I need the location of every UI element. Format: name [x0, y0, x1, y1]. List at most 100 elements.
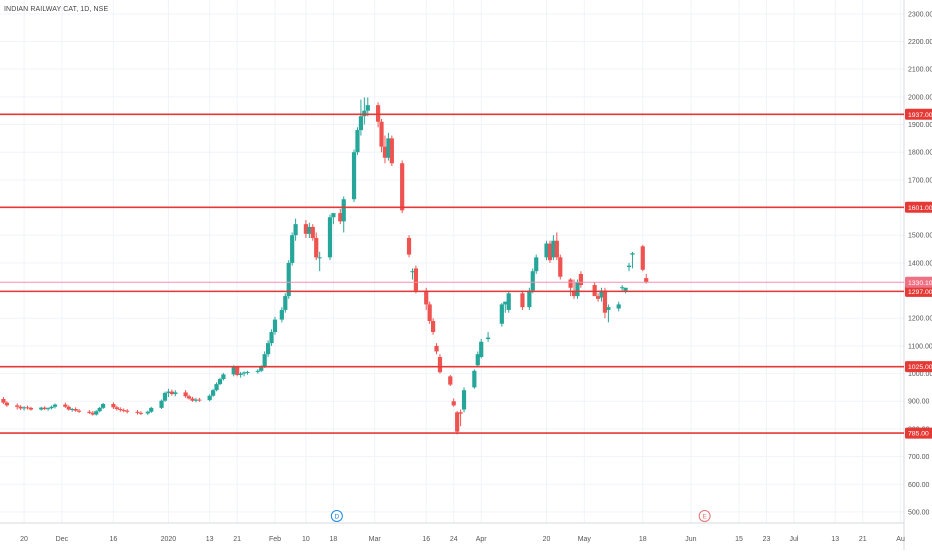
y-tick-label: 600.00: [908, 482, 930, 489]
candle-up: [241, 372, 247, 374]
candle-down: [135, 411, 140, 413]
candle-down: [66, 406, 71, 410]
candle-up: [355, 130, 360, 153]
level-price-label-bg: [905, 108, 932, 120]
candle-down: [183, 392, 188, 397]
x-tick-label: 18: [330, 536, 338, 543]
candle-up: [266, 343, 271, 355]
candle-up: [327, 217, 333, 258]
candle-up: [506, 293, 511, 310]
y-tick-label: 2100.00: [908, 67, 932, 74]
candle-up: [307, 226, 312, 234]
candle-down: [76, 410, 82, 412]
y-tick-label: 900.00: [908, 399, 930, 406]
candle-down: [602, 290, 608, 313]
candle-down: [63, 404, 68, 407]
candle-up: [159, 400, 164, 408]
candle-down: [520, 293, 525, 308]
candle-up: [259, 366, 264, 371]
y-tick-label: 700.00: [908, 454, 930, 461]
candle-down: [87, 411, 92, 413]
candle-up: [527, 290, 532, 308]
level-price-label-bg: [905, 427, 932, 439]
candle-up: [365, 105, 370, 111]
y-tick-label: 2300.00: [908, 11, 932, 18]
candle-up: [238, 373, 243, 375]
candle-up: [472, 370, 477, 388]
candle-down: [455, 412, 460, 432]
level-price-label: 1025.00: [908, 364, 932, 371]
candle-down: [25, 407, 30, 409]
y-tick-label: 1700.00: [908, 177, 932, 184]
candle-down: [382, 146, 388, 158]
x-tick-label: Jun: [685, 536, 696, 543]
candle-down: [424, 290, 429, 305]
candle-down: [118, 408, 123, 411]
earnings-event-marker: [698, 510, 711, 522]
y-tick-label: 2000.00: [908, 94, 932, 101]
candle-down: [458, 412, 463, 414]
candle-up: [255, 370, 260, 372]
candle-up: [272, 319, 278, 333]
candle-up: [626, 265, 632, 268]
candle-up: [49, 406, 54, 409]
candle-up: [341, 199, 346, 222]
y-tick-label: 1200.00: [908, 316, 932, 323]
x-tick-label: Jul: [790, 536, 799, 543]
candle-down: [1, 399, 6, 403]
candle-down: [190, 398, 195, 401]
candle-down: [235, 367, 240, 375]
candle-down: [554, 240, 559, 258]
candle-down: [451, 401, 456, 406]
candle-up: [485, 337, 491, 339]
candle-down: [310, 226, 315, 238]
candle-down: [375, 105, 381, 122]
candle-down: [400, 163, 405, 211]
y-tick-label: 500.00: [908, 509, 930, 516]
candle-up: [173, 392, 178, 395]
candle-up: [221, 374, 226, 380]
level-price-label: 785.00: [908, 431, 929, 438]
candle-down: [4, 402, 9, 406]
candle-up: [193, 399, 199, 401]
y-tick-label: 1800.00: [908, 150, 932, 157]
candle-up: [479, 341, 484, 357]
candle-up: [544, 243, 549, 258]
candle-up: [245, 371, 250, 373]
candle-up: [279, 309, 284, 320]
earnings-event-label: E: [702, 514, 707, 521]
level-price-label-bg: [905, 201, 932, 213]
candle-up: [620, 287, 625, 289]
candle-up: [46, 408, 51, 410]
candle-down: [186, 396, 192, 399]
dividend-event-marker: [330, 510, 343, 522]
candle-up: [97, 407, 102, 412]
candle-down: [644, 278, 649, 283]
candle-down: [592, 285, 597, 297]
candle-down: [90, 412, 95, 415]
x-tick-label: 2020: [161, 536, 177, 543]
x-tick-label: Feb: [269, 536, 281, 543]
chart-title: INDIAN RAILWAY CAT, 1D, NSE: [4, 6, 109, 13]
x-tick-label: Mar: [369, 536, 382, 543]
candle-down: [578, 273, 583, 286]
candle-up: [599, 290, 604, 298]
x-tick-label: Apr: [476, 536, 488, 543]
x-tick-label: 10: [302, 536, 310, 543]
candle-up: [461, 390, 467, 410]
candle-down: [114, 407, 119, 409]
candle-down: [558, 257, 563, 277]
x-tick-label: May: [578, 536, 592, 543]
candle-up: [358, 116, 364, 131]
candle-down: [138, 412, 144, 414]
candle-up: [351, 152, 357, 200]
candle-up: [101, 404, 106, 408]
candle-up: [386, 138, 391, 158]
x-tick-label: 21: [233, 536, 241, 543]
y-tick-label: 1100.00: [908, 343, 932, 350]
y-tick-label: 2200.00: [908, 39, 932, 46]
candle-up: [231, 367, 236, 375]
y-tick-label: 1000.00: [908, 371, 932, 378]
candle-up: [217, 379, 223, 385]
